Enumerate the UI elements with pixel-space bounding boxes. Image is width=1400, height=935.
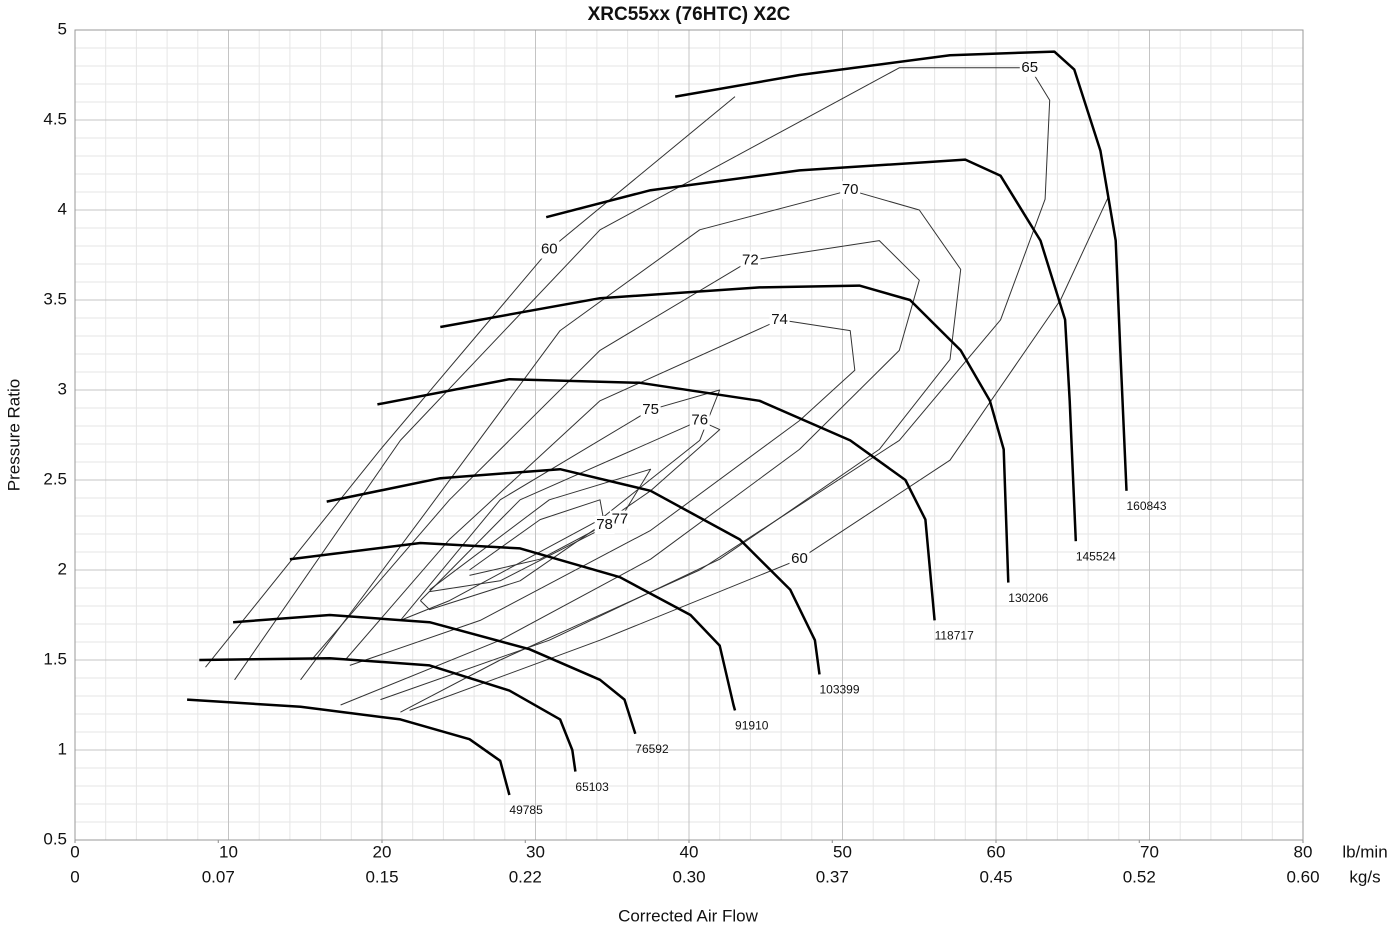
speed-label: 76592 <box>635 742 669 756</box>
contour-label: 76 <box>691 412 708 429</box>
contour-label: 78 <box>596 516 613 533</box>
speed-label: 145524 <box>1076 549 1116 563</box>
speed-label: 49785 <box>509 803 543 817</box>
speed-label: 103399 <box>819 683 859 697</box>
x2-tick-label: 0.37 <box>816 867 849 886</box>
efficiency-contour <box>409 197 1109 711</box>
speed-label: 65103 <box>575 780 609 794</box>
chart-title: XRC55xx (76HTC) X2C <box>588 4 791 25</box>
x2-tick-label: 0.22 <box>509 867 542 886</box>
x-unit: lb/min <box>1342 842 1387 861</box>
x2-unit: kg/s <box>1349 867 1380 886</box>
contour-label: 60 <box>791 550 808 567</box>
x2-tick-label: 0.60 <box>1286 867 1319 886</box>
contour-label-bg <box>740 251 761 270</box>
speed-label: 160843 <box>1126 499 1166 513</box>
contour-label: 65 <box>1021 59 1038 76</box>
contour-label: 74 <box>771 311 788 328</box>
contour-label-bg <box>539 240 560 259</box>
y-tick-label: 3 <box>58 379 67 398</box>
efficiency-contour <box>344 319 856 666</box>
contour-label-bg <box>689 411 710 430</box>
x2-tick-label: 0.45 <box>979 867 1012 886</box>
contour-label-bg <box>840 181 861 200</box>
x2-tick-label: 0.07 <box>202 867 235 886</box>
efficiency-contour <box>311 240 920 706</box>
x-tick-label: 0 <box>70 842 79 861</box>
y-tick-label: 4.5 <box>43 109 67 128</box>
efficiency-contour <box>420 420 721 611</box>
y-tick-label: 3.5 <box>43 289 67 308</box>
contour-label-bg <box>640 400 661 419</box>
x-tick-label: 40 <box>680 842 699 861</box>
x2-tick-label: 0 <box>70 867 79 886</box>
contour-label: 60 <box>541 241 558 258</box>
speed-line <box>233 613 637 735</box>
y-tick-label: 2.5 <box>43 469 67 488</box>
efficiency-contour <box>469 499 606 576</box>
y-tick-label: 2 <box>58 559 67 578</box>
y-tick-label: 5 <box>58 19 67 38</box>
x2-tick-label: 0.15 <box>365 867 398 886</box>
y-tick-label: 4 <box>58 199 67 218</box>
contour-label-bg <box>594 516 615 534</box>
efficiency-contour <box>400 389 721 621</box>
efficiency-contour <box>429 468 652 593</box>
speed-line <box>289 541 737 711</box>
y-axis-label: Pressure Ratio <box>4 379 23 491</box>
contour-label-bg <box>769 310 790 329</box>
x-axis-label: Corrected Air Flow <box>618 906 759 925</box>
speed-line <box>187 698 511 796</box>
y-tick-label: 1 <box>58 739 67 758</box>
y-tick-label: 1.5 <box>43 649 67 668</box>
speed-line <box>440 284 1010 583</box>
contour-label-bg <box>789 550 810 569</box>
speed-line <box>326 467 821 675</box>
x-tick-label: 50 <box>833 842 852 861</box>
speed-line <box>377 377 936 621</box>
contour-label: 77 <box>612 511 629 528</box>
contour-label: 75 <box>642 401 659 418</box>
contour-label: 70 <box>842 181 859 198</box>
x-tick-label: 80 <box>1294 842 1313 861</box>
y-tick-label: 0.5 <box>43 829 67 848</box>
x2-tick-label: 0.30 <box>672 867 705 886</box>
contour-label-bg <box>1019 58 1040 77</box>
x-tick-label: 30 <box>526 842 545 861</box>
efficiency-contour <box>205 96 736 668</box>
speed-label: 118717 <box>935 629 974 643</box>
speed-line <box>545 158 1078 542</box>
efficiency-contour <box>300 189 962 701</box>
plot-frame <box>74 29 1304 841</box>
speed-label: 130206 <box>1008 591 1048 605</box>
x-tick-label: 20 <box>373 842 392 861</box>
contour-label-bg <box>609 510 630 529</box>
speed-label: 91910 <box>735 719 769 733</box>
x-tick-label: 10 <box>219 842 238 861</box>
x-tick-label: 70 <box>1140 842 1159 861</box>
x-tick-label: 60 <box>987 842 1006 861</box>
speed-line <box>199 656 577 772</box>
x2-tick-label: 0.52 <box>1123 867 1156 886</box>
contour-label: 72 <box>742 251 759 268</box>
speed-line <box>674 50 1128 491</box>
